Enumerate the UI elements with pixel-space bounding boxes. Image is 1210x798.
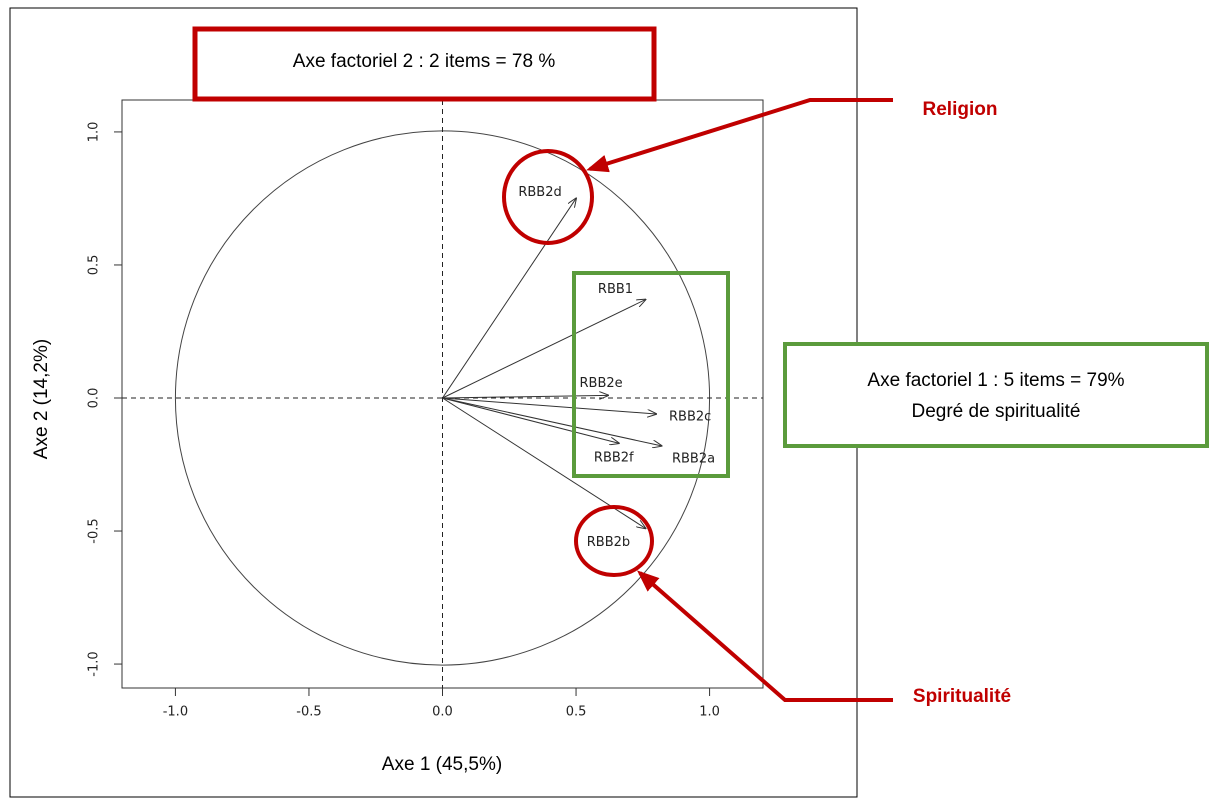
loading-vector — [442, 395, 609, 398]
vector-label: RBB2f — [594, 451, 634, 466]
y-tick-label: -1.0 — [87, 651, 102, 676]
vector-label: RBB1 — [598, 282, 633, 297]
annotation: Degré de spiritualité — [912, 401, 1081, 422]
loading-vector — [442, 397, 619, 443]
y-tick-label: 0.0 — [87, 388, 102, 409]
annotation: Axe factoriel 2 : 2 items = 78 % — [293, 51, 556, 72]
x-tick-label: -0.5 — [296, 705, 321, 720]
x-tick-label: 0.0 — [432, 705, 453, 720]
x-tick-label: 0.5 — [566, 705, 587, 720]
annotation: Religion — [923, 99, 998, 120]
loading-vector — [442, 397, 657, 414]
y-tick-label: -0.5 — [87, 518, 102, 543]
annotation-box — [192, 26, 657, 102]
annotation: Axe factoriel 1 : 5 items = 79% — [867, 370, 1124, 391]
x-tick-label: 1.0 — [699, 705, 720, 720]
callout-arrow — [636, 570, 893, 702]
highlight-box — [572, 271, 730, 478]
vector-label: RBB2e — [580, 376, 623, 391]
vector-label: RBB2c — [669, 409, 711, 424]
vector-label: RBB2a — [672, 451, 715, 466]
x-tick-label: -1.0 — [163, 705, 188, 720]
loading-vector — [442, 198, 577, 399]
annotation-box — [783, 342, 1209, 448]
y-tick-label: 0.5 — [87, 255, 102, 276]
loading-vector — [442, 300, 646, 399]
vector-label: RBB2b — [587, 535, 630, 550]
callout-arrow — [586, 98, 893, 173]
highlight-circle — [574, 505, 654, 577]
annotation: Spiritualité — [913, 686, 1011, 707]
x-axis-label: Axe 1 (45,5%) — [382, 754, 502, 775]
y-axis-label: Axe 2 (14,2%) — [31, 339, 52, 459]
y-tick-label: 1.0 — [87, 122, 102, 143]
vector-label: RBB2d — [518, 185, 561, 200]
loading-vector — [442, 397, 662, 446]
highlight-circle — [502, 149, 594, 245]
